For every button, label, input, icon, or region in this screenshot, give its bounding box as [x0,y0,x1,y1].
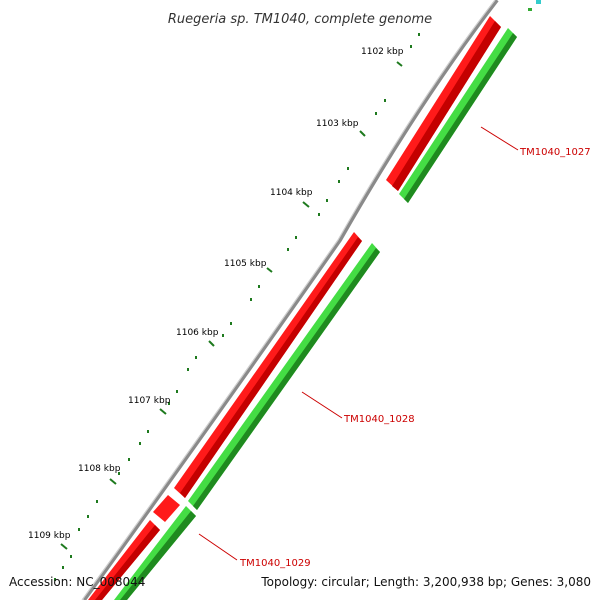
major-tick-1106: 1106 kbp [176,328,219,347]
major-tick-1102: 1102 kbp [361,47,404,67]
tick-label: 1108 kbp [78,464,121,474]
feature-tm1040-1027-reverse[interactable] [399,28,517,203]
minor-ticks [54,33,420,581]
tick-label: 1107 kbp [128,396,171,406]
genome-backbone-highlight [81,0,496,600]
tick-label: 1106 kbp [176,328,219,338]
major-tick-1109: 1109 kbp [28,531,71,550]
major-tick-1104: 1104 kbp [270,188,313,208]
gene-callout-tm1040-1029[interactable]: TM1040_1029 [198,533,311,569]
accession-text: Accession: NC_008044 [9,575,145,589]
tick-label: 1105 kbp [224,259,267,269]
tick-label: 1103 kbp [316,119,359,129]
gene-callout-tm1040-1028[interactable]: TM1040_1028 [301,391,415,425]
major-tick-1108: 1108 kbp [78,464,121,485]
gene-callout-tm1040-1027[interactable]: TM1040_1027 [480,126,591,158]
gene-label[interactable]: TM1040_1028 [343,414,415,425]
map-title: Ruegeria sp. TM1040, complete genome [168,12,432,27]
feature-fragment [536,0,541,4]
feature-tm1040-1028-reverse[interactable] [188,243,380,510]
tick-label: 1102 kbp [361,47,404,57]
tick-label: 1109 kbp [28,531,71,541]
feature-tm1040-1029-reverse[interactable] [114,506,196,600]
feature-tm1040-1028-forward[interactable] [174,232,362,498]
feature-fragment [528,8,532,11]
major-tick-1105: 1105 kbp [224,259,273,273]
genome-backbone [82,0,499,600]
feature-tm1040-1027-forward[interactable] [386,16,501,191]
genome-summary-text: Topology: circular; Length: 3,200,938 bp… [260,575,591,589]
tick-label: 1104 kbp [270,188,313,198]
major-tick-1103: 1103 kbp [316,119,366,137]
gene-label[interactable]: TM1040_1027 [519,147,591,158]
gene-label[interactable]: TM1040_1029 [239,558,311,569]
feature-tm1040-1029-forward[interactable] [88,495,180,600]
major-tick-1107: 1107 kbp [128,396,171,415]
